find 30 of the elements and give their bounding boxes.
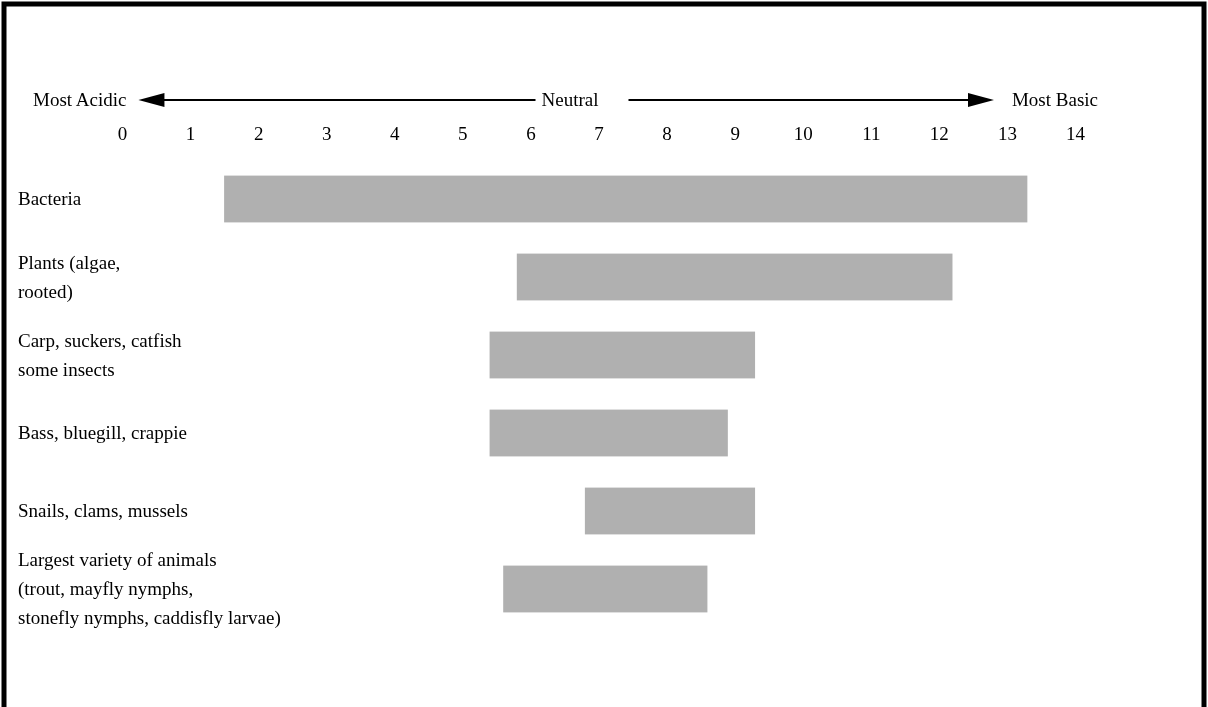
x-tick-label: 7: [594, 123, 604, 144]
x-tick-label: 4: [390, 123, 401, 144]
y-tick-label: Largest variety of animals (trout, mayfly nymphs, stonefly nymphs, caddisfly larvae): [18, 549, 281, 629]
bar: [516, 253, 953, 301]
x-tick-label: 5: [458, 123, 468, 144]
y-tick-label: Bass, bluegill, crappie: [18, 422, 187, 443]
y-tick-label: Bacteria: [18, 188, 82, 209]
x-tick-label: 2: [253, 123, 264, 144]
bar: [489, 409, 728, 457]
x-tick-label: 3: [321, 123, 332, 144]
bar: [584, 487, 756, 535]
x-tick-label: 1: [185, 123, 196, 144]
x-tick-label: 6: [526, 123, 536, 144]
x-tick-label: 13: [997, 123, 1017, 144]
x-tick-label: 14: [1066, 123, 1086, 144]
x-tick-label: 8: [662, 123, 672, 144]
bar: [503, 565, 708, 613]
x-tick-label: 12: [929, 123, 949, 144]
y-tick-label: Snails, clams, mussels: [18, 500, 188, 521]
x-tick-label: 0: [117, 123, 128, 144]
x-tick-label: 10: [793, 123, 813, 144]
y-tick-label: Plants (algae, rooted): [18, 251, 121, 303]
bar: [224, 175, 1028, 223]
x-tick-label: 9: [730, 123, 740, 144]
text: Most Basic: [1011, 89, 1098, 110]
bar: [489, 331, 756, 379]
x-tick-label: 11: [862, 123, 881, 144]
y-tick-label: Carp, suckers, catfish some insects: [18, 329, 183, 380]
text: Most Acidic: [33, 89, 127, 110]
text: Neutral: [541, 89, 599, 110]
